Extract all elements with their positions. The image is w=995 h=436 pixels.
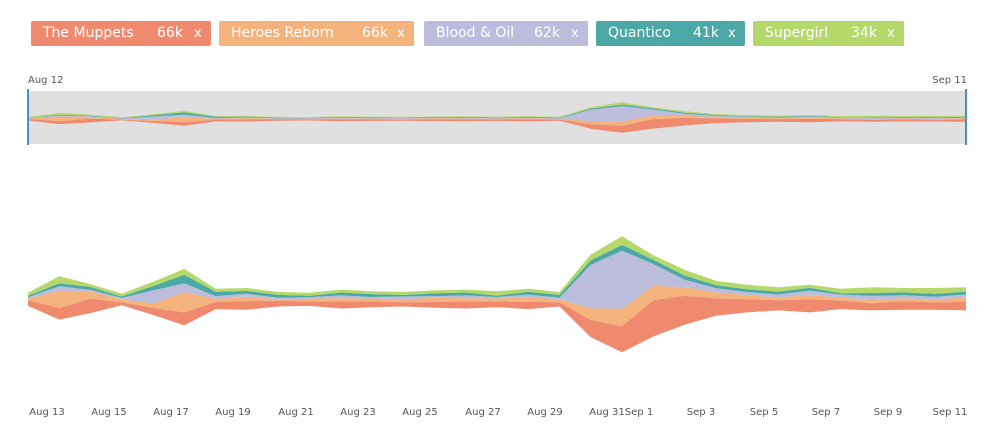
x-tick-label: Sep 5: [750, 407, 778, 418]
legend-chip-label: Supergirl: [765, 25, 829, 41]
main-stream-areas: [28, 236, 966, 353]
legend-chip-label: Quantico: [608, 25, 671, 41]
stream-layer-the-muppets[interactable]: [28, 295, 966, 353]
legend-chip-label: Blood & Oil: [436, 25, 515, 41]
x-tick-label: Aug 17: [153, 407, 188, 418]
x-tick-label: Sep 7: [812, 407, 840, 418]
stream-layer-supergirl[interactable]: [28, 236, 966, 297]
brush-areas: [28, 102, 966, 133]
legend-chip[interactable]: Heroes Reborn 66k x: [219, 21, 414, 46]
legend-chip-close-icon[interactable]: x: [571, 26, 579, 41]
brush-end-label: Sep 11: [932, 75, 967, 86]
legend-chip-value: 66k: [157, 25, 183, 41]
x-tick-label: Aug 27: [465, 407, 500, 418]
legend-chip-label: Heroes Reborn: [231, 25, 335, 41]
stream-layer-blood-oil[interactable]: [28, 250, 966, 309]
x-axis: Aug 13 Aug 15 Aug 17 Aug 19 Aug 21 Aug 23 Aug …: [29, 407, 967, 418]
legend-chip-close-icon[interactable]: x: [728, 26, 736, 41]
legend-chip-value: 66k: [362, 25, 388, 41]
x-tick-label: Aug 29: [527, 407, 562, 418]
x-tick-label: Sep 1: [625, 407, 653, 418]
stream-layer-heroes-reborn[interactable]: [28, 115, 966, 126]
x-tick-label: Aug 19: [215, 407, 250, 418]
x-tick-label: Aug 31: [589, 407, 624, 418]
stream-layer-the-muppets[interactable]: [28, 117, 966, 133]
legend-chip-label: The Muppets: [43, 25, 134, 41]
x-tick-label: Sep 3: [687, 407, 715, 418]
legend-chip-close-icon[interactable]: x: [397, 26, 405, 41]
x-tick-label: Aug 21: [278, 407, 313, 418]
x-tick-label: Aug 15: [91, 407, 126, 418]
x-tick-label: Aug 25: [402, 407, 437, 418]
legend-chip[interactable]: Quantico 41k x: [596, 21, 745, 46]
legend-chip[interactable]: The Muppets 66k x: [31, 21, 211, 46]
x-tick-label: Sep 11: [933, 407, 968, 418]
x-tick-label: Aug 13: [29, 407, 64, 418]
legend-chip[interactable]: Blood & Oil 62k x: [424, 21, 588, 46]
legend-chip-close-icon[interactable]: x: [194, 26, 202, 41]
brush-start-label: Aug 12: [28, 75, 63, 86]
brush-overview[interactable]: Aug 12 Sep 11: [27, 75, 967, 145]
stream-layer-blood-oil[interactable]: [28, 106, 966, 122]
x-tick-label: Aug 23: [340, 407, 375, 418]
legend-chip-value: 62k: [534, 25, 560, 41]
legend-chip[interactable]: Supergirl 34k x: [753, 21, 904, 46]
stream-layer-heroes-reborn[interactable]: [28, 285, 966, 327]
stream-layer-supergirl[interactable]: [28, 102, 966, 119]
legend-chip-value: 41k: [693, 25, 719, 41]
legend-chip-value: 34k: [851, 25, 877, 41]
x-tick-label: Sep 9: [874, 407, 902, 418]
legend-chip-close-icon[interactable]: x: [887, 26, 895, 41]
